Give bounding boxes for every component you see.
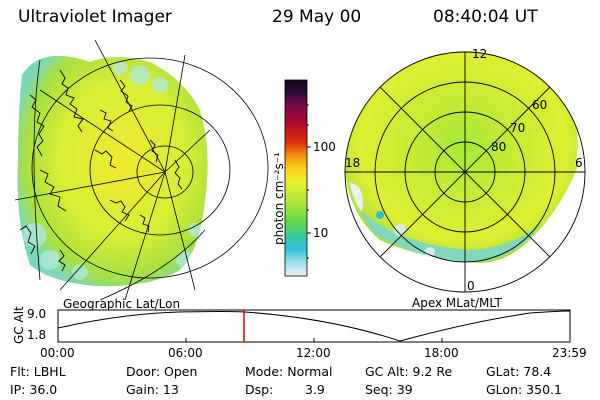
altitude-ylabel: GC Alt [12, 306, 26, 344]
mlt-label-18: 18 [345, 156, 361, 170]
altitude-xtick-1200: 12:00 [296, 346, 331, 360]
ip-info: IP: 36.0 [10, 382, 58, 397]
mlt-label-0: 0 [467, 279, 475, 293]
right-panel-caption: Apex MLat/MLT [412, 296, 502, 310]
date-label: 29 May 00 [272, 7, 362, 27]
mlat-label-70: 70 [510, 121, 526, 135]
altitude-xtick-0600: 06:00 [168, 346, 203, 360]
time-label: 08:40:04 UT [433, 7, 538, 27]
colorbar-tick-100: 100 [313, 140, 336, 154]
mlt-label-12: 12 [472, 47, 488, 61]
left-panel-caption: Geographic Lat/Lon [63, 297, 181, 311]
mode-info: Mode: Normal [245, 364, 333, 379]
gc-alt-info: GC Alt: 9.2 Re [365, 364, 453, 379]
glon-info: GLon: 350.1 [486, 382, 562, 397]
filter-info: Flt: LBHL [10, 364, 66, 379]
mlt-label-6: 6 [575, 156, 583, 170]
altitude-xtick-1800: 18:00 [424, 346, 459, 360]
altitude-ytick-max: 9.0 [27, 307, 47, 321]
mlat-label-60: 60 [532, 98, 548, 112]
seq-info: Seq: 39 [365, 382, 413, 397]
altitude-ytick-min: 1.8 [27, 328, 47, 342]
door-info: Door: Open [126, 364, 198, 379]
dsp-label: Dsp: [245, 382, 274, 397]
dsp-value: 3.9 [305, 382, 325, 397]
gain-info: Gain: 13 [126, 382, 179, 397]
colorbar-tick-10: 10 [313, 226, 329, 240]
mlat-label-80: 80 [491, 140, 507, 154]
instrument-title: Ultraviolet Imager [18, 7, 172, 27]
altitude-xtick-0000: 00:00 [40, 346, 75, 360]
glat-info: GLat: 78.4 [486, 364, 552, 379]
altitude-xtick-2359: 23:59 [552, 346, 587, 360]
